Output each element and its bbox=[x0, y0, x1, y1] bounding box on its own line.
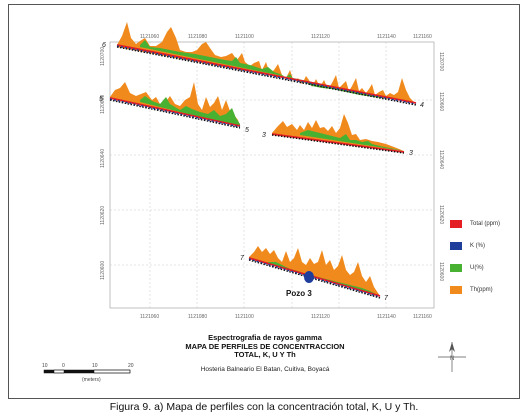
scale-tick: 0 bbox=[62, 363, 65, 369]
x-tick-label: 1121120 bbox=[311, 314, 330, 320]
scale-tick: 20 bbox=[128, 363, 134, 369]
scale-unit: (meters) bbox=[82, 377, 101, 383]
legend-swatch bbox=[450, 220, 462, 228]
legend-label: Total (ppm) bbox=[470, 221, 501, 227]
profile-end-label: 5 bbox=[245, 127, 249, 134]
title-line-2: MAPA DE PERFILES DE CONCENTRACCION bbox=[185, 341, 345, 351]
y-tick-label: 1120700 bbox=[438, 52, 444, 71]
y-tick-label: 1120620 bbox=[438, 205, 444, 224]
scale-bar: 10 0 10 20 (meters) bbox=[42, 363, 134, 383]
x-tick-label: 1121100 bbox=[235, 314, 254, 320]
legend-item-k: K (%) bbox=[450, 242, 485, 250]
y-tick-label: 1120640 bbox=[100, 149, 106, 168]
k-line bbox=[116, 45, 417, 105]
y-axis-left: 1120700 1120660 1120640 1120620 1120600 bbox=[100, 47, 106, 280]
legend-swatch bbox=[450, 242, 462, 250]
scale-tick: 10 bbox=[42, 363, 48, 369]
legend-swatch bbox=[450, 264, 462, 272]
profile-3: 3 3 bbox=[262, 114, 413, 157]
title-block: Espectrografia de rayos gamma MAPA DE PE… bbox=[130, 333, 400, 374]
x-tick-label: 1121060 bbox=[140, 314, 159, 320]
profile-7: 7 7 Pozo 3 bbox=[240, 246, 389, 302]
profile-start-label: 5 bbox=[99, 96, 103, 103]
u-curve bbox=[140, 96, 240, 127]
th-curve bbox=[249, 246, 380, 296]
title-line-3: TOTAL, K, U Y Th bbox=[234, 350, 296, 359]
u-curve bbox=[300, 130, 404, 151]
profile-line bbox=[109, 99, 241, 129]
th-curve bbox=[117, 22, 416, 103]
profile-start-label: 7 bbox=[240, 255, 245, 262]
y-tick-label: 1120620 bbox=[100, 206, 106, 225]
y-tick-label: 1120700 bbox=[100, 47, 106, 66]
x-tick-label: 1121100 bbox=[235, 34, 254, 40]
th-curve bbox=[272, 114, 404, 151]
k-line bbox=[248, 258, 381, 298]
title-subtitle: Hosteria Balneario El Batan, Cuitiva, Bo… bbox=[200, 365, 330, 373]
legend-item-u: U(%) bbox=[450, 264, 484, 272]
well-label: Pozo 3 bbox=[286, 289, 312, 298]
legend-item-th: Th(ppm) bbox=[450, 286, 493, 294]
profile-map: 1121060 1121080 1121100 1121120 1121140 … bbox=[42, 22, 466, 383]
x-tick-label: 1121140 bbox=[377, 314, 396, 320]
profile-line bbox=[271, 134, 405, 154]
profile-6: 6 4 bbox=[102, 22, 424, 109]
legend-label: K (%) bbox=[470, 243, 485, 249]
total-line bbox=[109, 97, 241, 127]
legend-swatch bbox=[450, 286, 462, 294]
total-line bbox=[271, 133, 405, 153]
profile-end-label: 4 bbox=[420, 102, 424, 109]
y-tick-label: 1120640 bbox=[438, 150, 444, 169]
x-tick-label: 1121080 bbox=[188, 34, 207, 40]
profile-start-label: 3 bbox=[262, 132, 266, 139]
x-axis-top: 1121060 1121080 1121100 1121120 1121140 … bbox=[140, 34, 432, 40]
legend-item-total: Total (ppm) bbox=[450, 220, 500, 228]
legend-label: U(%) bbox=[470, 265, 484, 271]
x-tick-label: 1121160 bbox=[413, 314, 432, 320]
profile-line bbox=[116, 46, 417, 106]
x-tick-label: 1121140 bbox=[377, 34, 396, 40]
profile-end-label: 3 bbox=[409, 150, 413, 157]
map-border bbox=[109, 41, 435, 309]
scale-tick: 10 bbox=[92, 363, 98, 369]
grid bbox=[110, 42, 434, 308]
y-tick-label: 1120660 bbox=[100, 95, 106, 114]
title-line-1: Espectrografia de rayos gamma bbox=[208, 333, 322, 342]
y-tick-label: 1120600 bbox=[100, 261, 106, 280]
x-tick-label: 1121080 bbox=[188, 314, 207, 320]
total-line bbox=[248, 257, 381, 297]
x-axis-bottom: 1121060 1121080 1121100 1121120 1121140 … bbox=[140, 314, 432, 320]
well-marker bbox=[304, 271, 314, 283]
x-tick-label: 1121060 bbox=[140, 34, 159, 40]
north-label: N bbox=[450, 356, 454, 362]
x-tick-label: 1121120 bbox=[311, 34, 330, 40]
x-tick-label: 1121160 bbox=[413, 34, 432, 40]
profile-end-label: 7 bbox=[384, 295, 389, 302]
y-axis-right: 1120700 1120660 1120640 1120620 1120600 bbox=[438, 52, 444, 281]
legend-label: Th(ppm) bbox=[470, 287, 493, 293]
y-tick-label: 1120660 bbox=[438, 92, 444, 111]
y-tick-label: 1120600 bbox=[438, 262, 444, 281]
figure-caption: Figura 9. a) Mapa de perfiles con la con… bbox=[109, 401, 419, 413]
total-line bbox=[116, 44, 417, 104]
north-arrow-icon: N bbox=[438, 342, 466, 372]
profile-start-label: 6 bbox=[102, 42, 106, 49]
profile-5: 5 5 bbox=[99, 82, 249, 134]
